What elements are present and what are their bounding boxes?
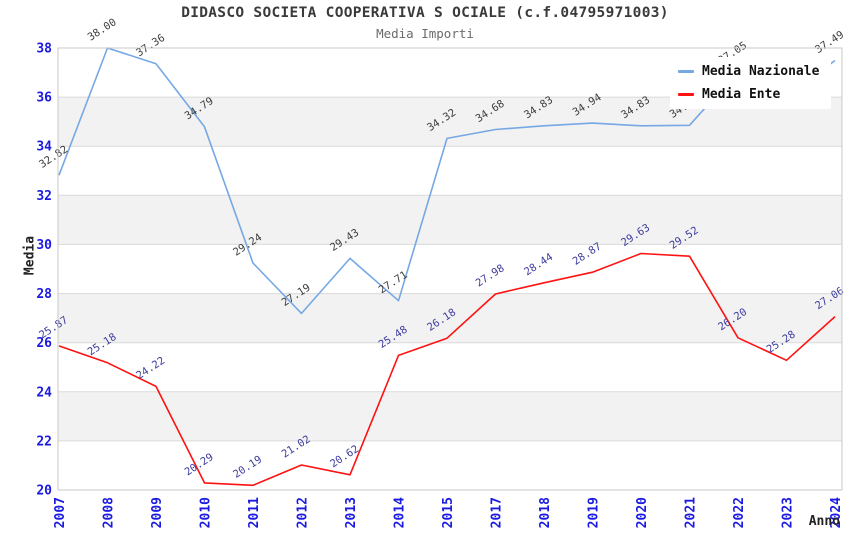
svg-text:20: 20 (36, 484, 52, 499)
svg-text:2020: 2020 (635, 497, 650, 528)
svg-text:38.00: 38.00 (86, 16, 119, 43)
svg-text:2023: 2023 (781, 497, 796, 528)
svg-text:30: 30 (36, 238, 52, 253)
red-line-swatch-icon (678, 93, 694, 96)
legend-label-media-ente: Media Ente (702, 87, 781, 102)
chart-title: DIDASCO SOCIETA COOPERATIVA S OCIALE (c.… (181, 5, 669, 21)
blue-line-swatch-icon (678, 70, 694, 73)
svg-text:24.22: 24.22 (134, 355, 167, 382)
svg-text:2012: 2012 (296, 497, 311, 528)
svg-text:34: 34 (36, 140, 52, 155)
legend-label-media-nazionale: Media Nazionale (702, 64, 820, 79)
svg-text:27.98: 27.98 (474, 262, 507, 289)
chart-subtitle: Media Importi (376, 26, 474, 41)
svg-text:2015: 2015 (441, 497, 456, 528)
svg-text:26: 26 (36, 336, 52, 351)
svg-text:28.44: 28.44 (522, 251, 555, 278)
svg-text:37.36: 37.36 (134, 32, 167, 59)
svg-text:20.19: 20.19 (231, 454, 264, 481)
svg-text:2018: 2018 (538, 497, 553, 528)
legend: Media Nazionale Media Ente (670, 57, 832, 109)
svg-text:24: 24 (36, 385, 52, 400)
svg-text:37.49: 37.49 (813, 29, 846, 56)
svg-text:22: 22 (36, 434, 52, 449)
svg-text:2014: 2014 (393, 497, 408, 528)
svg-text:38: 38 (36, 42, 52, 57)
svg-text:28: 28 (36, 287, 52, 302)
svg-text:2011: 2011 (247, 497, 262, 528)
svg-text:20.29: 20.29 (183, 451, 216, 478)
svg-text:2009: 2009 (150, 497, 165, 528)
svg-text:20.62: 20.62 (328, 443, 361, 470)
svg-text:2022: 2022 (732, 497, 747, 528)
svg-text:2008: 2008 (102, 497, 117, 528)
y-axis-title: Media (22, 235, 38, 276)
svg-text:2010: 2010 (199, 497, 214, 528)
svg-text:2021: 2021 (684, 497, 699, 528)
svg-text:2007: 2007 (53, 497, 68, 528)
svg-text:32: 32 (36, 189, 52, 204)
x-axis-title: Anno (808, 514, 840, 529)
svg-text:2024: 2024 (829, 497, 844, 528)
svg-text:2017: 2017 (490, 497, 505, 528)
legend-item-media-nazionale: Media Nazionale (678, 64, 819, 79)
svg-text:2013: 2013 (344, 497, 359, 528)
svg-text:36: 36 (36, 91, 52, 106)
legend-item-media-ente: Media Ente (678, 87, 819, 102)
svg-text:2019: 2019 (587, 497, 602, 528)
